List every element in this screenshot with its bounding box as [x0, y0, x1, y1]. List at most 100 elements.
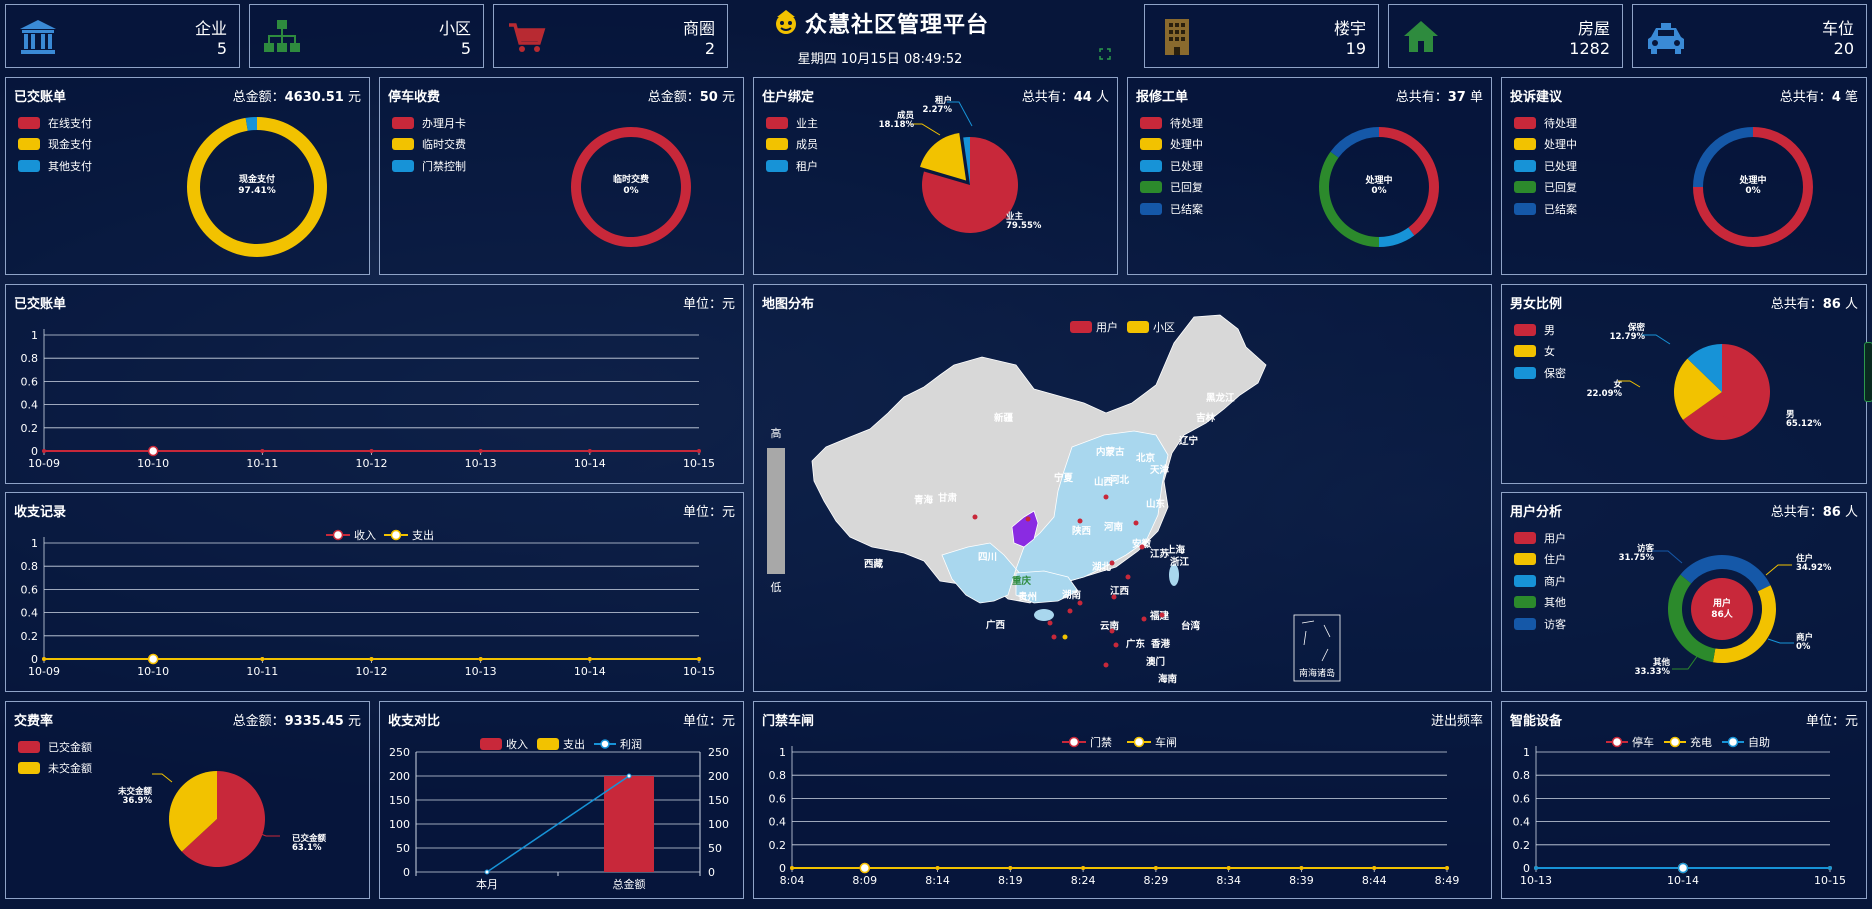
legend-item[interactable]: 其他支付 [18, 155, 92, 177]
pie-slice-已交金额[interactable] [181, 771, 266, 867]
legend-item[interactable]: 住户 [1514, 549, 1566, 571]
legend-item[interactable]: 保密 [1514, 362, 1566, 384]
legend-item[interactable]: 已结案 [1514, 198, 1577, 220]
pie-slice-成员[interactable] [920, 132, 967, 181]
data-point[interactable] [697, 449, 701, 453]
ring-label: 33.33% [1635, 667, 1671, 677]
data-point[interactable] [1153, 866, 1158, 870]
pie-slice-住户[interactable] [1712, 585, 1776, 663]
data-point[interactable] [1534, 866, 1538, 870]
pie-slice-女[interactable] [1674, 358, 1722, 420]
data-point[interactable] [260, 657, 265, 661]
legend-item[interactable]: 现金支付 [18, 134, 92, 156]
stat-card-building[interactable]: 楼宇 19 [1144, 4, 1379, 68]
pie-slice-租户[interactable] [963, 137, 970, 185]
chart-legend[interactable]: 停车 充电 自助 [1606, 735, 1770, 749]
pie-slice-其他[interactable] [1668, 574, 1716, 663]
chart-legend[interactable]: 收入 支出 [326, 528, 434, 542]
data-point[interactable] [478, 449, 483, 453]
pie-slice-男[interactable] [1682, 344, 1770, 440]
data-point[interactable] [587, 449, 592, 453]
legend-item[interactable]: 办理月卡 [392, 112, 466, 134]
data-point[interactable] [369, 657, 374, 661]
bar[interactable] [604, 776, 654, 872]
data-point[interactable] [42, 657, 46, 661]
legend-item[interactable]: 业主 [766, 112, 818, 134]
data-point[interactable] [1677, 862, 1689, 874]
legend-item[interactable]: 已结案 [1140, 198, 1203, 220]
legend-item[interactable]: 临时交费 [392, 134, 466, 156]
legend-item[interactable]: 已交金额 [18, 736, 92, 758]
legend-item[interactable]: 已回复 [1140, 177, 1203, 199]
data-point[interactable] [859, 862, 871, 874]
ring-label: 访客 [1637, 543, 1655, 554]
legend-item[interactable]: 已回复 [1514, 177, 1577, 199]
data-point[interactable] [1299, 866, 1304, 870]
legend-item[interactable]: 访客 [1514, 613, 1566, 635]
legend-item[interactable]: 处理中 [1140, 134, 1203, 156]
data-point[interactable] [1372, 866, 1377, 870]
china-map[interactable]: 用户 小区 高 低 南海诸岛 新疆 西藏 青海 甘肃 内蒙古 黑龙江 吉林 [754, 285, 1493, 693]
chart-legend[interactable]: 收入 支出 利润 [480, 737, 642, 751]
chart-legend[interactable]: 门禁 车闸 [1062, 735, 1177, 749]
visual-map-scale[interactable]: 高 低 [767, 426, 785, 594]
data-point[interactable] [42, 449, 46, 453]
data-point[interactable] [1081, 866, 1086, 870]
profit-point[interactable] [626, 773, 632, 779]
stat-card-enterprise[interactable]: 企业 5 [5, 4, 240, 68]
legend-item[interactable]: 待处理 [1140, 112, 1203, 134]
legend-item[interactable]: 在线支付 [18, 112, 92, 134]
pie-slice-保密[interactable] [1687, 344, 1722, 392]
legend-item[interactable]: 处理中 [1514, 134, 1577, 156]
stat-card-business[interactable]: 商圈 2 [493, 4, 728, 68]
legend-item[interactable]: 门禁控制 [392, 155, 466, 177]
total-amount: 9335.45 [284, 714, 344, 729]
legend-item[interactable]: 未交金额 [18, 758, 92, 780]
data-point[interactable] [369, 449, 374, 453]
legend-item[interactable]: 待处理 [1514, 112, 1577, 134]
stat-card-community[interactable]: 小区 5 [249, 4, 484, 68]
profit-line[interactable] [486, 775, 630, 873]
data-point[interactable] [1828, 866, 1832, 870]
pie-slice-待处理[interactable] [1379, 127, 1439, 236]
stat-card-house[interactable]: 房屋 1282 [1388, 4, 1623, 68]
data-point[interactable] [790, 866, 794, 870]
legend-item[interactable]: 用户 [1514, 527, 1566, 549]
data-point[interactable] [1226, 866, 1231, 870]
x-tick-label: 8:29 [1144, 874, 1169, 887]
legend-item[interactable]: 商户 [1514, 570, 1566, 592]
legend-item[interactable]: 女 [1514, 341, 1566, 363]
legend-item[interactable]: 已处理 [1514, 155, 1577, 177]
legend-item[interactable]: 成员 [766, 134, 818, 156]
pie-slice-已结案[interactable] [1330, 127, 1379, 158]
x-tick-label: 10-15 [1814, 874, 1846, 887]
legend-item[interactable]: 已处理 [1140, 155, 1203, 177]
data-point[interactable] [147, 445, 159, 457]
pie-slice-已结案[interactable] [1693, 127, 1753, 187]
data-point[interactable] [935, 866, 940, 870]
data-point[interactable] [260, 449, 265, 453]
profit-point[interactable] [484, 869, 490, 875]
pie-slice-其他支付[interactable] [245, 117, 257, 131]
data-point[interactable] [587, 657, 592, 661]
stat-card-parking[interactable]: 车位 20 [1632, 4, 1867, 68]
data-point[interactable] [1008, 866, 1013, 870]
donut-center-pct: 0% [623, 186, 638, 196]
user-markers[interactable] [972, 494, 1165, 668]
legend-item[interactable]: 租户 [766, 155, 818, 177]
map-legend[interactable]: 用户 小区 [1070, 320, 1175, 334]
legend-item[interactable]: 其他 [1514, 592, 1566, 614]
data-point[interactable] [147, 653, 159, 665]
data-point[interactable] [697, 657, 701, 661]
pie-slice-已回复[interactable] [1319, 151, 1379, 247]
side-scroll-handle[interactable] [1864, 342, 1872, 402]
pie-slice-未交金额[interactable] [169, 771, 217, 852]
data-point[interactable] [478, 657, 483, 661]
panel-title: 收支对比 [388, 714, 441, 729]
community-marker[interactable] [1062, 634, 1068, 640]
fullscreen-icon[interactable] [1099, 48, 1111, 60]
pie-slice-访客[interactable] [1680, 555, 1771, 592]
pie-slice-已处理[interactable] [1379, 227, 1415, 247]
legend-item[interactable]: 男 [1514, 319, 1566, 341]
data-point[interactable] [1445, 866, 1449, 870]
